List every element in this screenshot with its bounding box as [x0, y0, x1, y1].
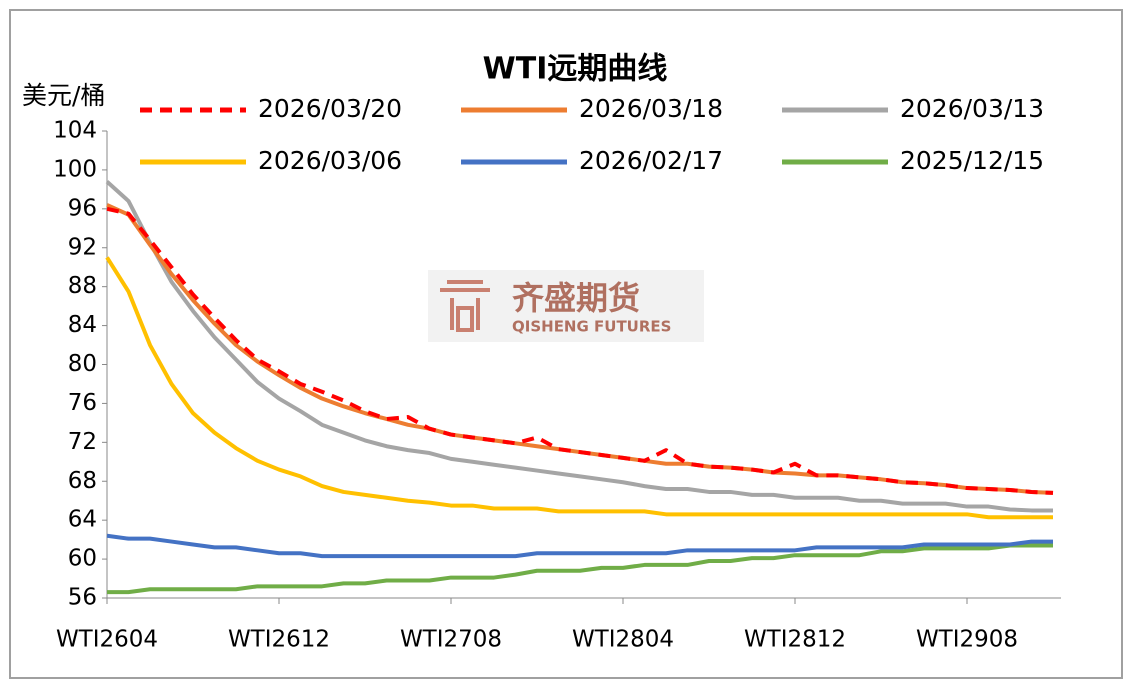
- y-tick-label: 68: [68, 468, 97, 494]
- x-tick-label: WTI2708: [400, 627, 502, 653]
- y-tick-label: 104: [53, 118, 97, 144]
- series-line: [105, 180, 1053, 513]
- legend-label: 2026/02/17: [579, 146, 723, 175]
- x-tick-label: WTI2604: [56, 627, 158, 653]
- watermark-name: 齐盛期货: [512, 279, 640, 317]
- y-tick-label: 60: [68, 546, 97, 572]
- legend-label: 2026/03/13: [900, 94, 1044, 123]
- watermark-logo: [440, 280, 490, 332]
- y-axis-label: 美元/桶: [22, 81, 105, 110]
- watermark-subname: QISHENG FUTURES: [512, 318, 671, 336]
- legend-label: 2026/03/18: [579, 94, 723, 123]
- series-line: [106, 206, 1054, 495]
- legend-label: 2026/03/06: [258, 146, 402, 175]
- y-tick-label: 80: [68, 351, 97, 377]
- series-line: [106, 533, 1053, 559]
- series-line: [107, 543, 1053, 595]
- y-tick-label: 72: [68, 429, 97, 455]
- legend-label: 2025/12/15: [900, 146, 1044, 175]
- x-tick-label: WTI2812: [744, 627, 846, 653]
- y-tick-label: 88: [68, 273, 97, 299]
- y-tick-label: 64: [68, 507, 97, 533]
- y-tick-label: 96: [68, 195, 97, 221]
- y-tick-label: 100: [53, 156, 97, 182]
- y-tick-label: 76: [68, 390, 97, 416]
- legend-label: 2026/03/20: [258, 94, 402, 123]
- y-tick-label: 56: [68, 585, 97, 611]
- x-tick-label: WTI2804: [572, 627, 674, 653]
- x-tick-label: WTI2612: [228, 627, 330, 653]
- series-line: [105, 256, 1053, 520]
- y-tick-label: 92: [68, 234, 97, 260]
- x-tick-label: WTI2908: [916, 627, 1018, 653]
- y-tick-label: 84: [68, 312, 97, 338]
- chart-title: WTI远期曲线: [483, 52, 668, 87]
- frame: [9, 9, 1123, 679]
